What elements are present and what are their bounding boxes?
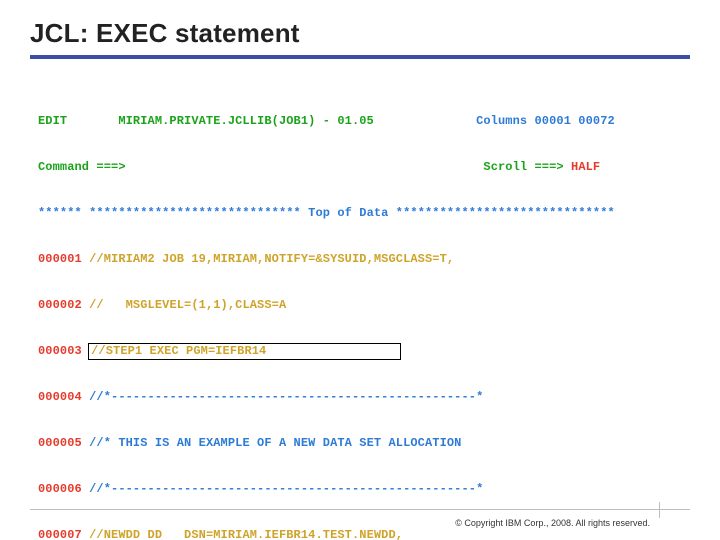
title-rule <box>30 55 690 59</box>
top-marker-left: ****** ***************************** <box>38 206 308 220</box>
line-number: 000004 <box>38 390 82 404</box>
ispf-editor-panel: EDIT MIRIAM.PRIVATE.JCLLIB(JOB1) - 01.05… <box>30 81 690 540</box>
scroll-value: HALF <box>571 160 600 174</box>
line-number: 000003 <box>38 344 82 358</box>
slide: JCL: EXEC statement EDIT MIRIAM.PRIVATE.… <box>0 0 720 540</box>
top-marker-mid: Top of Data <box>308 206 388 220</box>
footer-tick <box>659 502 660 518</box>
scroll-prompt[interactable]: Scroll ===> <box>483 160 563 174</box>
exec-statement-highlight: //STEP1 EXEC PGM=IEFBR14 <box>89 344 400 359</box>
jcl-comment: //*-------------------------------------… <box>89 390 483 404</box>
edit-header-cols: Columns 00001 00072 <box>476 114 615 128</box>
line-number: 000005 <box>38 436 82 450</box>
jcl-comment: //*-------------------------------------… <box>89 482 483 496</box>
jcl-line: //NEWDD DD DSN=MIRIAM.IEFBR14.TEST.NEWDD… <box>89 528 403 540</box>
line-number: 000007 <box>38 528 82 540</box>
jcl-comment: //* THIS IS AN EXAMPLE OF A NEW DATA SET… <box>89 436 461 450</box>
line-number: 000002 <box>38 298 82 312</box>
jcl-line: // MSGLEVEL=(1,1),CLASS=A <box>89 298 286 312</box>
command-prompt[interactable]: Command ===> <box>38 160 126 174</box>
jcl-line: //MIRIAM2 JOB 19,MIRIAM,NOTIFY=&SYSUID,M… <box>89 252 454 266</box>
copyright-text: © Copyright IBM Corp., 2008. All rights … <box>455 518 650 528</box>
line-number: 000001 <box>38 252 82 266</box>
edit-header-left: EDIT MIRIAM.PRIVATE.JCLLIB(JOB1) - 01.05 <box>38 114 374 128</box>
line-number: 000006 <box>38 482 82 496</box>
page-title: JCL: EXEC statement <box>30 18 690 49</box>
footer-rule <box>30 509 690 510</box>
top-marker-right: ****************************** <box>388 206 614 220</box>
